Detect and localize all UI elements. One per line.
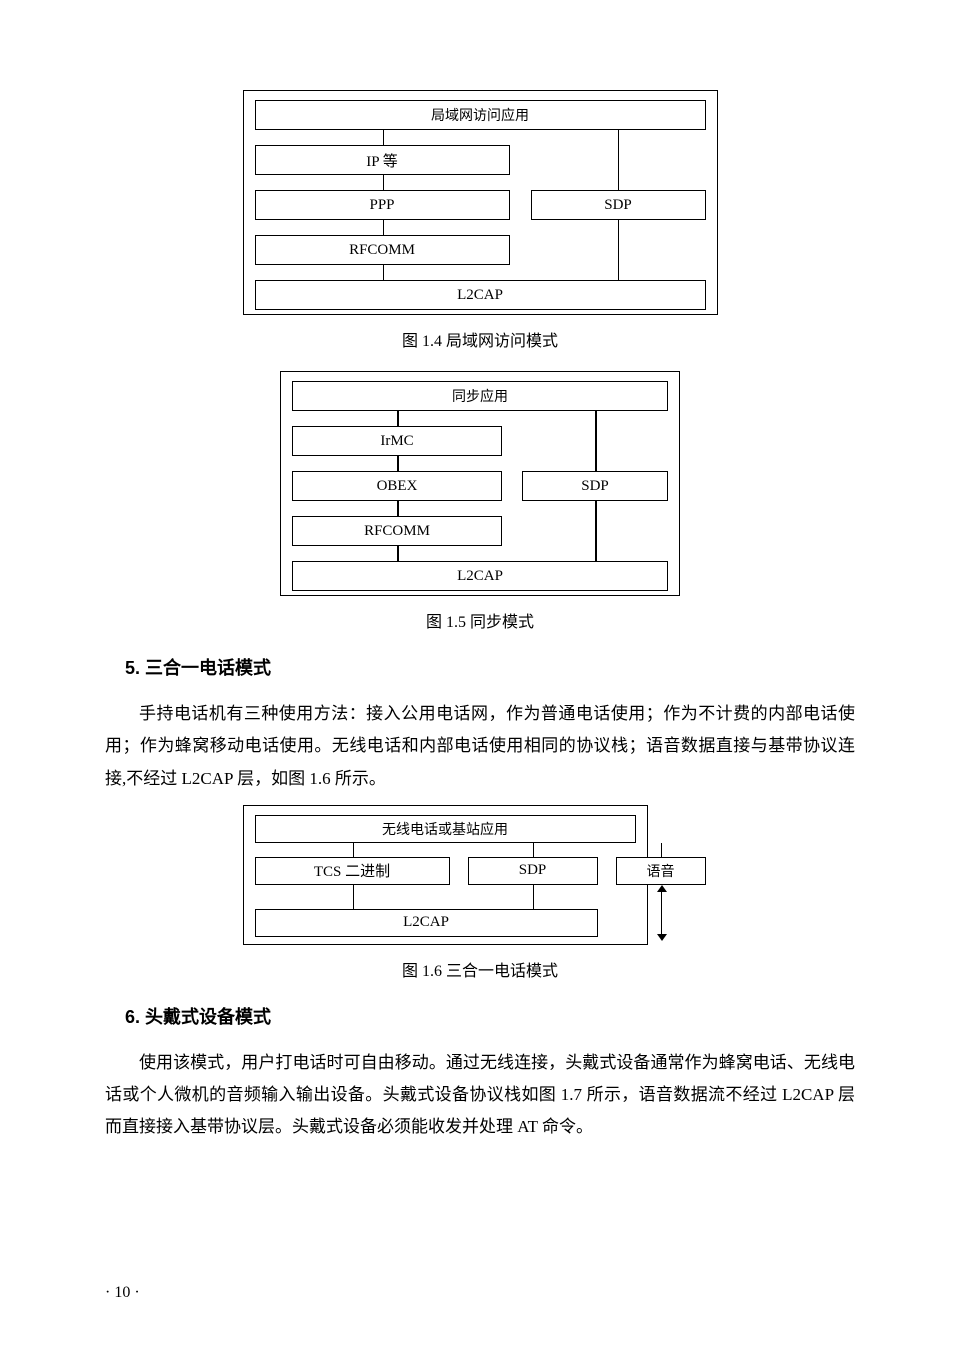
fig14-box-sdp: SDP [531,190,706,220]
fig14-conn [383,220,385,235]
fig16-box-tcs: TCS 二进制 [255,857,450,885]
fig14-box-rfcomm: RFCOMM [255,235,510,265]
fig15-conn [397,501,399,516]
fig14-conn [383,175,385,190]
fig14-box-top: 局域网访问应用 [255,100,706,130]
fig15-box-sdp: SDP [522,471,668,501]
fig15-box-irmc: IrMC [292,426,502,456]
figure-1-5-diagram: 同步应用 IrMC OBEX SDP RFCOMM L2CAP [280,371,680,596]
fig14-conn [383,265,385,280]
section-5-paragraph: 手持电话机有三种使用方法：接入公用电话网，作为普通电话使用；作为不计费的内部电话… [105,698,855,795]
fig14-box-ppp: PPP [255,190,510,220]
fig15-conn [397,456,399,471]
page-number: · 10 · [105,1284,140,1302]
fig15-box-top: 同步应用 [292,381,668,411]
fig16-box-top: 无线电话或基站应用 [255,815,636,843]
figure-1-4-diagram: 局域网访问应用 IP 等 PPP SDP RFCOMM L2CAP [243,90,718,315]
fig16-box-l2cap: L2CAP [255,909,598,937]
fig14-conn [383,130,385,145]
figure-1-6-diagram: 无线电话或基站应用 TCS 二进制 SDP 语音 L2CAP [243,805,718,945]
figure-1-6-caption: 图 1.6 三合一电话模式 [105,957,855,981]
fig14-conn [618,130,620,190]
section-6-heading: 6. 头戴式设备模式 [125,1003,855,1029]
fig16-conn [353,843,355,857]
fig14-box-l2cap: L2CAP [255,280,706,310]
figure-1-4-caption: 图 1.4 局域网访问模式 [105,327,855,351]
fig15-conn [595,411,597,471]
fig14-box-ip: IP 等 [255,145,510,175]
section-5-heading: 5. 三合一电话模式 [125,654,855,680]
fig16-voice-arrow [661,891,663,935]
section-6-paragraph: 使用该模式，用户打电话时可自由移动。通过无线连接，头戴式设备通常作为蜂窝电话、无… [105,1047,855,1144]
fig15-conn [397,411,399,426]
fig16-conn [533,843,535,857]
fig15-conn [595,501,597,561]
figure-1-5-caption: 图 1.5 同步模式 [105,608,855,632]
fig14-conn [618,220,620,280]
fig16-conn [533,885,535,909]
fig15-box-rfcomm: RFCOMM [292,516,502,546]
fig15-box-l2cap: L2CAP [292,561,668,591]
fig15-conn [397,546,399,561]
fig16-conn [353,885,355,909]
fig16-box-voice: 语音 [616,857,706,885]
fig16-box-sdp: SDP [468,857,598,885]
fig16-conn [661,843,663,857]
fig15-box-obex: OBEX [292,471,502,501]
